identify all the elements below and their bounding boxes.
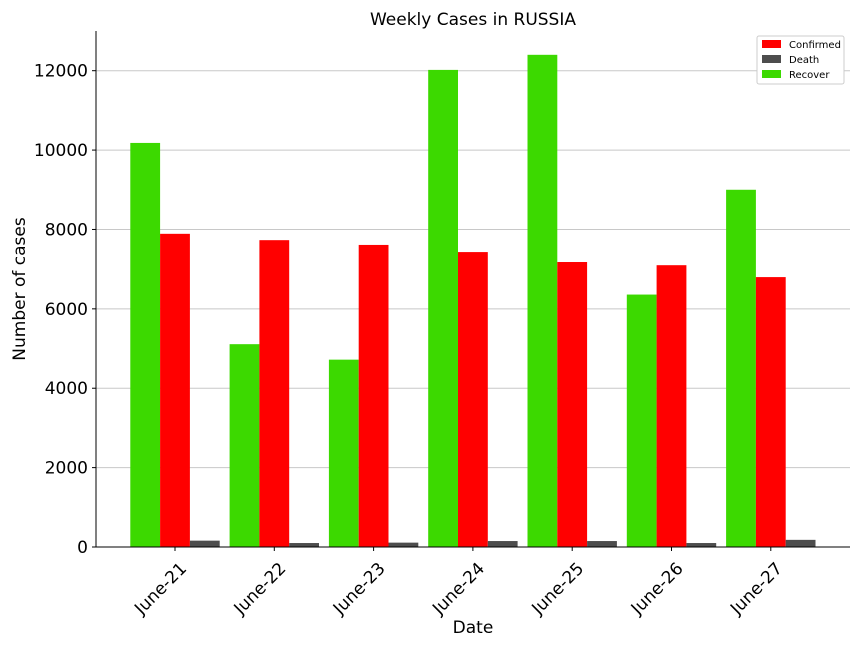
- y-tick-label: 10000: [34, 141, 88, 161]
- bar-death: [587, 541, 617, 547]
- bar-recover: [229, 344, 260, 547]
- bar-death: [289, 543, 319, 547]
- x-axis-label: Date: [453, 618, 494, 638]
- bar-death: [189, 540, 220, 547]
- bar-confirmed: [160, 233, 190, 547]
- bar-recover: [726, 189, 756, 547]
- y-tick-label: 8000: [45, 220, 88, 240]
- y-tick-label: 12000: [34, 62, 88, 82]
- bar-death: [686, 543, 717, 547]
- legend-label-death: Death: [789, 55, 819, 66]
- legend: Confirmed Death Recover: [756, 35, 845, 85]
- legend-swatch-recover: [762, 70, 781, 78]
- legend-label-confirmed: Confirmed: [789, 40, 841, 51]
- y-tick-label: 2000: [45, 459, 88, 479]
- bar-recover: [527, 54, 558, 548]
- bar-recover: [428, 69, 458, 547]
- bar-confirmed: [458, 252, 488, 547]
- bar-confirmed: [358, 244, 389, 548]
- x-tick-label: June-24: [428, 559, 489, 620]
- x-tick-label: June-26: [627, 559, 688, 620]
- x-tick-label: June-25: [528, 559, 589, 620]
- legend-swatch-death: [762, 55, 781, 63]
- y-tick-label: 4000: [45, 379, 88, 399]
- bar-confirmed: [557, 262, 588, 547]
- bar-confirmed: [656, 265, 687, 547]
- bar-death: [388, 542, 419, 547]
- bar-recover: [626, 294, 657, 547]
- y-axis-label: Number of cases: [10, 217, 30, 361]
- bar-death: [487, 541, 518, 547]
- bar-confirmed: [259, 240, 290, 547]
- legend-label-recover: Recover: [789, 70, 830, 81]
- bar-death: [785, 539, 816, 547]
- bar-recover: [130, 142, 161, 547]
- y-tick-label: 0: [77, 538, 88, 558]
- x-tick-label: June-27: [726, 559, 787, 620]
- x-tick-label: June-23: [329, 559, 390, 620]
- legend-swatch-confirmed: [762, 40, 781, 48]
- bars: [130, 54, 816, 548]
- x-tick-labels: June-21 June-22 June-23 June-24 June-25 June-…: [130, 547, 787, 620]
- bar-recover: [328, 359, 359, 547]
- y-tick-labels: 0 2000 4000 6000 8000 10000 12000: [34, 62, 96, 558]
- bar-confirmed: [755, 277, 786, 547]
- chart-title: Weekly Cases in RUSSIA: [370, 10, 576, 30]
- x-tick-label: June-21: [130, 559, 191, 620]
- y-tick-label: 6000: [45, 300, 88, 320]
- x-tick-label: June-22: [230, 559, 291, 620]
